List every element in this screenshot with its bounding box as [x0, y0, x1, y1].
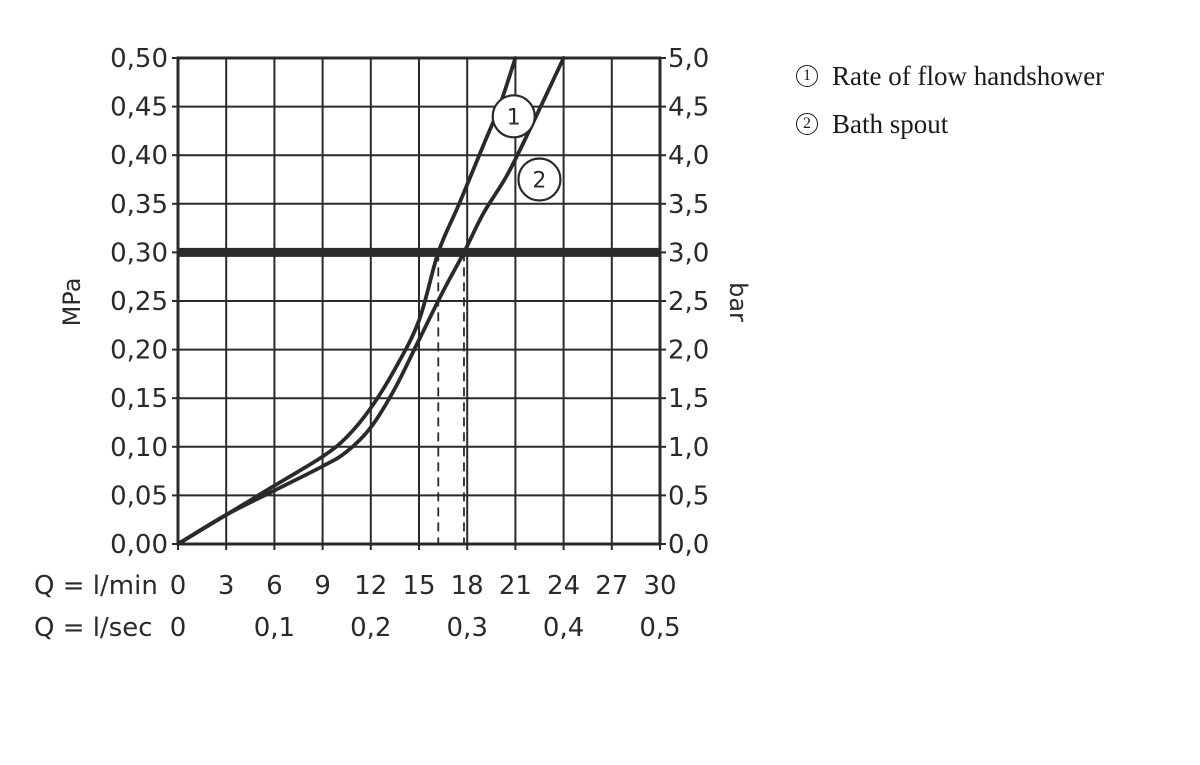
- legend-item-1: 1 Rate of flow handshower: [796, 52, 1104, 100]
- y-tick-label-mpa: 0,40: [110, 141, 168, 171]
- x-row2-label: Q = l/sec: [34, 613, 153, 643]
- series-line-1: [176, 56, 518, 546]
- x-tick-label-lsec: 0,1: [254, 613, 295, 643]
- y-tick-label-mpa: 0,05: [110, 481, 168, 511]
- x-ticks: 0 3 6 9 12 15 18 21 24 27 30 0 0,1 0,2 0,3 0,4 0,5: [170, 544, 681, 643]
- curve-label-1: 1: [507, 105, 521, 130]
- legend-badge-2: 2: [796, 113, 818, 135]
- y-ticks-mpa: 0,00 0,05 0,10 0,15 0,20 0,25 0,30 0,35 0,40 0,45…: [110, 44, 178, 560]
- series-line-2: [176, 56, 566, 546]
- y-axis-title-left: MPa: [58, 278, 86, 327]
- legend-badge-1: 1: [796, 65, 818, 87]
- y-tick-label-bar: 0,0: [668, 530, 709, 560]
- x-tick-label-lmin: 0: [170, 571, 187, 601]
- x-tick-label-lmin: 30: [643, 571, 676, 601]
- x-tick-label-lmin: 6: [266, 571, 283, 601]
- grid: [177, 57, 661, 545]
- x-tick-label-lmin: 3: [218, 571, 235, 601]
- y-tick-label-bar: 1,5: [668, 384, 709, 414]
- x-tick-label-lsec: 0,5: [639, 613, 680, 643]
- y-tick-label-bar: 2,5: [668, 287, 709, 317]
- y-tick-label-bar: 3,0: [668, 238, 709, 268]
- legend-text-1: Rate of flow handshower: [832, 60, 1105, 91]
- x-row1-label: Q = l/min: [34, 571, 158, 601]
- y-tick-label-mpa: 0,00: [110, 530, 168, 560]
- legend-text-2: Bath spout: [832, 108, 949, 139]
- y-tick-label-mpa: 0,30: [110, 238, 168, 268]
- x-tick-label-lmin: 18: [451, 571, 484, 601]
- y-tick-label-mpa: 0,20: [110, 336, 168, 366]
- legend-item-2: 2 Bath spout: [796, 100, 1104, 148]
- curve-label-circle-1: [491, 94, 536, 139]
- y-tick-label-bar: 5,0: [668, 44, 709, 74]
- x-tick-label-lmin: 27: [595, 571, 628, 601]
- x-tick-label-lsec: 0: [170, 613, 187, 643]
- y-tick-label-bar: 2,0: [668, 336, 709, 366]
- curves: 12: [176, 56, 566, 546]
- y-tick-label-mpa: 0,25: [110, 287, 168, 317]
- y-tick-label-bar: 1,0: [668, 433, 709, 463]
- y-tick-label-mpa: 0,50: [110, 44, 168, 74]
- y-ticks-bar: 0,0 0,5 1,0 1,5 2,0 2,5 3,0 3,5 4,0 4,5 5,0: [660, 44, 709, 560]
- x-tick-label-lmin: 24: [547, 571, 580, 601]
- legend: 1 Rate of flow handshower 2 Bath spout: [796, 52, 1104, 148]
- y-tick-label-bar: 3,5: [668, 190, 709, 220]
- x-tick-label-lsec: 0,3: [447, 613, 488, 643]
- x-tick-label-lmin: 9: [314, 571, 331, 601]
- y-tick-label-bar: 4,5: [668, 93, 709, 123]
- y-tick-label-mpa: 0,15: [110, 384, 168, 414]
- y-tick-label-mpa: 0,45: [110, 93, 168, 123]
- y-tick-label-mpa: 0,35: [110, 190, 168, 220]
- curve-label-2: 2: [532, 169, 546, 194]
- y-tick-label-bar: 0,5: [668, 481, 709, 511]
- x-tick-label-lmin: 12: [354, 571, 387, 601]
- y-tick-label-mpa: 0,10: [110, 433, 168, 463]
- x-tick-label-lsec: 0,2: [350, 613, 391, 643]
- y-tick-label-bar: 4,0: [668, 141, 709, 171]
- x-tick-label-lmin: 21: [499, 571, 532, 601]
- x-tick-label-lsec: 0,4: [543, 613, 584, 643]
- x-tick-label-lmin: 15: [402, 571, 435, 601]
- y-axis-title-right: bar: [724, 282, 752, 322]
- curve-label-circle-2: [517, 157, 562, 202]
